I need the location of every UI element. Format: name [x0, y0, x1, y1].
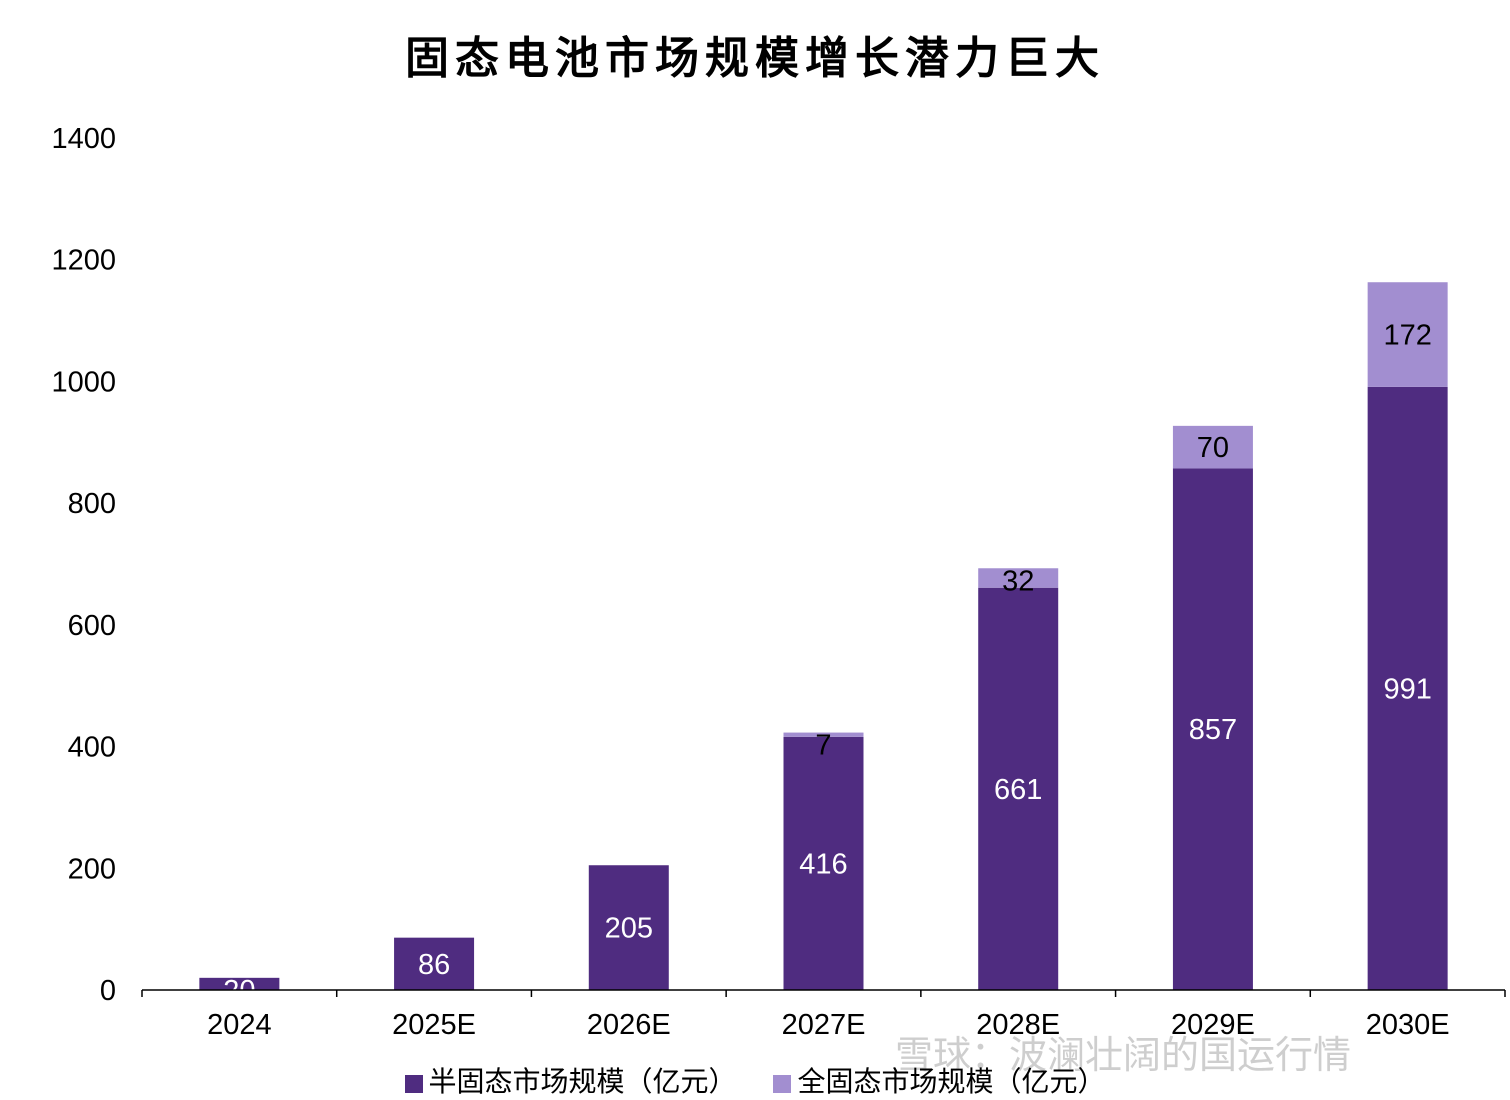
legend-swatch-semi-solid	[404, 1074, 423, 1093]
data-label: 7	[815, 730, 831, 762]
watermark: 雪球：波澜壮阔的国运行情	[895, 1033, 1352, 1077]
y-tick-label: 1000	[51, 366, 116, 398]
bar-segment-semi-solid	[1367, 386, 1448, 990]
bar-segment-all-solid	[1367, 282, 1448, 387]
legend: 半固态市场规模（亿元） 全固态市场规模（亿元）	[0, 1060, 1510, 1100]
data-label: 416	[799, 848, 847, 880]
data-label: 172	[1383, 320, 1431, 352]
y-tick-label: 800	[68, 488, 116, 520]
data-label: 857	[1189, 714, 1237, 746]
data-label: 20	[223, 975, 255, 1007]
x-tick-label: 2027E	[782, 1009, 866, 1041]
x-tick-label: 2024	[207, 1009, 272, 1041]
legend-item-all-solid: 全固态市场规模（亿元）	[773, 1060, 1105, 1100]
x-tick-label: 2029E	[1171, 1009, 1255, 1041]
data-label: 86	[418, 949, 450, 981]
x-axis: 2024 2025E 2026E 2027E 2028E 2029E 2030E	[141, 989, 1506, 1041]
y-axis: 0 200 400 600 800 1000 1200 1400	[51, 123, 116, 1007]
y-tick-label: 600	[68, 610, 116, 642]
data-label: 205	[605, 913, 653, 945]
y-tick-label: 200	[68, 853, 116, 885]
bar-segment-semi-solid	[394, 937, 475, 990]
legend-label-semi-solid: 半固态市场规模（亿元）	[428, 1065, 737, 1098]
bar-segment-all-solid	[978, 568, 1059, 588]
data-label: 991	[1383, 673, 1431, 705]
y-tick-label: 0	[100, 975, 116, 1007]
bar-segment-semi-solid	[1172, 468, 1253, 990]
bar-segment-semi-solid	[978, 587, 1059, 990]
y-tick-label: 400	[68, 732, 116, 764]
chart-title: 固态电池市场规模增长潜力巨大	[405, 33, 1105, 84]
y-tick-label: 1200	[51, 245, 116, 277]
x-tick-label: 2026E	[587, 1009, 671, 1041]
bars: 20 86 205 416 7 661 32 857 70 991 172	[199, 282, 1448, 1007]
legend-swatch-all-solid	[773, 1074, 792, 1093]
legend-label-all-solid: 全固态市场规模（亿元）	[797, 1065, 1106, 1098]
bar-segment-semi-solid	[588, 865, 669, 990]
y-tick-label: 1400	[51, 123, 116, 155]
bar-segment-semi-solid	[199, 977, 280, 990]
x-tick-label: 2025E	[392, 1009, 476, 1041]
data-label: 70	[1197, 432, 1229, 464]
x-tick-label: 2030E	[1366, 1009, 1450, 1041]
x-tick-label: 2028E	[976, 1009, 1060, 1041]
data-label: 32	[1002, 565, 1034, 597]
bar-segment-all-solid	[1172, 425, 1253, 469]
bar-segment-all-solid	[783, 732, 864, 737]
bar-segment-semi-solid	[783, 736, 864, 990]
legend-item-semi-solid: 半固态市场规模（亿元）	[404, 1060, 737, 1100]
data-label: 661	[994, 774, 1042, 806]
